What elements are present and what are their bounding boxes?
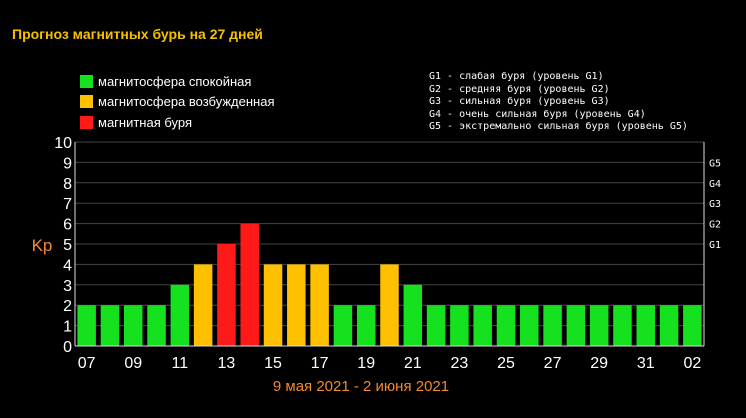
chart-title: Прогноз магнитных бурь на 27 дней <box>12 26 263 42</box>
g-tick-label-G3: G3 <box>709 199 721 210</box>
x-tick-label-15: 15 <box>264 355 282 372</box>
y-tick-label-1: 1 <box>63 319 72 336</box>
storm-swatch <box>80 115 93 129</box>
bar-01 <box>659 305 679 346</box>
bar-19 <box>356 305 376 346</box>
bar-29 <box>589 305 609 346</box>
bar-30 <box>613 305 632 346</box>
bar-09 <box>123 305 143 346</box>
y-tick-label-4: 4 <box>63 257 72 274</box>
storm-level-g5: G5 - экстремально сильная буря (уровень … <box>429 121 688 132</box>
legend-item-excited: магнитосфера возбужденная <box>80 92 275 112</box>
bar-21 <box>403 284 423 346</box>
bar-28 <box>566 305 586 346</box>
y-tick-label-0: 0 <box>63 339 72 356</box>
excited-swatch <box>80 95 93 108</box>
bar-11 <box>170 284 190 346</box>
bar-10 <box>147 305 166 346</box>
x-tick-label-19: 19 <box>357 355 375 372</box>
storm-level-legend: G1 - слабая буря (уровень G1) G2 - средн… <box>429 71 688 134</box>
calm-swatch <box>80 74 93 88</box>
bar-24 <box>473 305 492 346</box>
bar-18 <box>333 305 353 346</box>
legend-label-storm: магнитная буря <box>98 114 193 130</box>
storm-level-g3: G3 - сильная буря (уровень G3) <box>429 96 610 107</box>
y-axis-label: Kp <box>32 236 53 255</box>
g-tick-label-G1: G1 <box>709 240 721 251</box>
g-tick-label-G2: G2 <box>709 220 721 231</box>
y-tick-label-7: 7 <box>63 196 72 213</box>
x-tick-label-29: 29 <box>590 355 608 372</box>
y-tick-label-3: 3 <box>63 278 72 295</box>
bar-12 <box>193 264 213 346</box>
bar-16 <box>287 264 306 346</box>
storm-level-g1: G1 - слабая буря (уровень G1) <box>429 71 604 82</box>
g-tick-label-G4: G4 <box>709 179 721 190</box>
g-tick-label-G5: G5 <box>709 158 721 169</box>
bar-27 <box>543 305 562 346</box>
x-tick-label-17: 17 <box>311 355 329 372</box>
x-tick-label-21: 21 <box>404 355 422 372</box>
y-tick-label-9: 9 <box>63 155 72 172</box>
x-axis-label: 9 мая 2021 - 2 июня 2021 <box>273 378 449 395</box>
bar-13 <box>217 244 236 346</box>
bar-23 <box>450 305 469 346</box>
legend-label-calm: магнитосфера спокойная <box>98 73 252 89</box>
bar-02 <box>683 305 702 346</box>
y-tick-label-5: 5 <box>63 237 72 254</box>
bar-26 <box>520 305 539 346</box>
x-tick-label-09: 09 <box>124 355 142 372</box>
x-tick-label-25: 25 <box>497 355 515 372</box>
x-tick-label-11: 11 <box>172 355 189 372</box>
bar-07 <box>77 305 96 346</box>
bar-14 <box>240 223 259 346</box>
bar-25 <box>496 305 516 346</box>
x-tick-label-27: 27 <box>544 355 562 372</box>
bar-17 <box>310 264 329 346</box>
x-tick-label-31: 31 <box>637 355 655 372</box>
legend-label-excited: магнитосфера возбужденная <box>98 94 275 109</box>
x-tick-label-07: 07 <box>78 355 96 372</box>
bar-31 <box>636 305 656 346</box>
bar-08 <box>100 305 120 346</box>
y-tick-label-8: 8 <box>63 176 72 193</box>
bar-22 <box>426 305 446 346</box>
bar-15 <box>263 264 283 346</box>
x-tick-label-02: 02 <box>683 355 701 372</box>
x-tick-label-23: 23 <box>450 355 468 372</box>
legend-item-calm: магнитосфера спокойная <box>80 71 275 91</box>
legend-item-storm: магнитная буря <box>80 112 275 132</box>
y-tick-label-6: 6 <box>63 217 72 234</box>
storm-level-g4: G4 - очень сильная буря (уровень G4) <box>429 108 646 120</box>
x-tick-label-13: 13 <box>218 355 236 372</box>
storm-level-g2: G2 - средняя буря (уровень G2) <box>429 83 610 95</box>
y-tick-label-10: 10 <box>54 135 72 152</box>
bar-20 <box>380 264 399 346</box>
kp-legend: магнитосфера спокойная магнитосфера возб… <box>80 71 275 133</box>
y-tick-label-2: 2 <box>63 298 72 315</box>
